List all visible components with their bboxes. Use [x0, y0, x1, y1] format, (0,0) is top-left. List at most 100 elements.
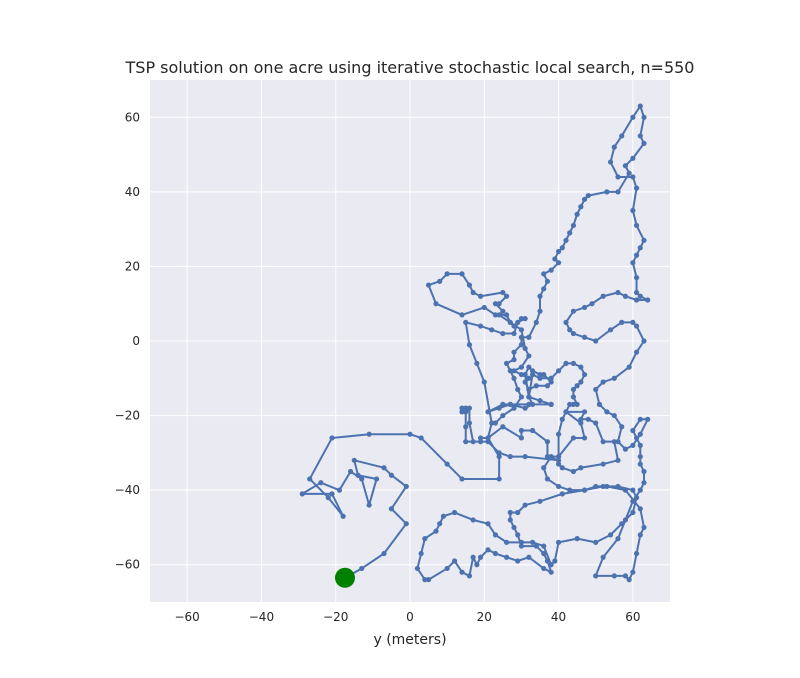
route-point [552, 558, 558, 564]
route-point [607, 327, 614, 333]
route-point [555, 483, 562, 490]
route-point [451, 509, 458, 516]
route-point [518, 427, 525, 434]
route-point [511, 330, 517, 337]
route-point [544, 453, 551, 460]
route-point [459, 312, 465, 318]
route-point [492, 532, 499, 538]
route-point [403, 483, 409, 490]
route-point [529, 539, 536, 545]
route-point [418, 435, 424, 441]
route-point [626, 364, 632, 370]
route-point [463, 409, 469, 415]
route-point [459, 409, 465, 415]
route-point [500, 330, 506, 337]
route-point [485, 409, 491, 415]
route-point [615, 189, 621, 195]
route-point [485, 439, 491, 445]
route-point [518, 394, 525, 400]
route-point [403, 521, 409, 527]
route-point [366, 502, 372, 508]
route-point [600, 461, 606, 467]
route-point [570, 394, 577, 400]
route-point [637, 293, 643, 299]
route-point [459, 271, 465, 277]
route-point [563, 360, 569, 366]
route-point [570, 386, 577, 393]
route-point [503, 539, 510, 545]
route-point [633, 289, 640, 296]
route-point [518, 435, 525, 441]
route-point [574, 211, 580, 217]
route-point [477, 293, 484, 299]
route-point [507, 509, 513, 516]
route-point [641, 114, 647, 120]
route-point [511, 368, 517, 374]
route-point [633, 275, 640, 281]
route-point [548, 401, 554, 407]
route-point [633, 222, 640, 229]
route-point [645, 297, 651, 303]
route-point [574, 401, 580, 407]
route-point [633, 185, 640, 191]
route-point [351, 457, 357, 463]
route-point [630, 260, 636, 266]
route-point [299, 491, 305, 497]
route-point [537, 398, 543, 404]
route-point [600, 379, 606, 385]
route-point [459, 476, 465, 482]
route-point [622, 293, 629, 299]
route-point [340, 513, 346, 519]
route-point [496, 312, 502, 318]
route-point [481, 304, 487, 311]
route-point [641, 338, 647, 344]
route-point [500, 401, 506, 407]
route-point [600, 439, 606, 445]
route-point [633, 435, 640, 441]
route-point [604, 189, 610, 195]
y-tick-label: −40 [115, 483, 140, 497]
route-point [570, 222, 577, 229]
route-point [559, 465, 565, 471]
route-point [596, 401, 603, 407]
route-point [329, 435, 335, 441]
route-point [637, 453, 643, 460]
route-point [474, 360, 480, 366]
route-point [474, 562, 480, 568]
route-point [589, 301, 595, 307]
route-point [544, 439, 551, 445]
route-point [518, 327, 525, 333]
route-point [630, 319, 636, 325]
route-point [611, 375, 617, 381]
route-point [567, 401, 573, 407]
route-point [570, 330, 577, 337]
start-marker [335, 567, 355, 588]
route-point [463, 405, 469, 411]
route-point [630, 509, 636, 516]
route-point [555, 260, 562, 266]
route-point [477, 554, 484, 560]
route-point [578, 379, 584, 385]
route-point [492, 550, 499, 557]
route-point [470, 517, 476, 523]
route-point [485, 435, 491, 441]
route-point [470, 439, 476, 445]
route-point [414, 565, 421, 572]
route-point [633, 297, 640, 303]
route-point [555, 248, 562, 255]
route-point [437, 521, 443, 527]
route-point [600, 483, 606, 490]
route-point [619, 133, 625, 139]
route-point [437, 278, 443, 284]
route-point [630, 114, 636, 120]
route-point [578, 204, 584, 210]
route-point [615, 289, 621, 296]
route-point [630, 427, 636, 434]
route-point [388, 506, 395, 512]
route-point [630, 487, 636, 493]
x-axis-label: y (meters) [373, 632, 446, 648]
route-point [359, 565, 365, 572]
x-tick-label: 60 [625, 610, 640, 624]
route-point [630, 498, 636, 504]
route-point [563, 409, 569, 415]
